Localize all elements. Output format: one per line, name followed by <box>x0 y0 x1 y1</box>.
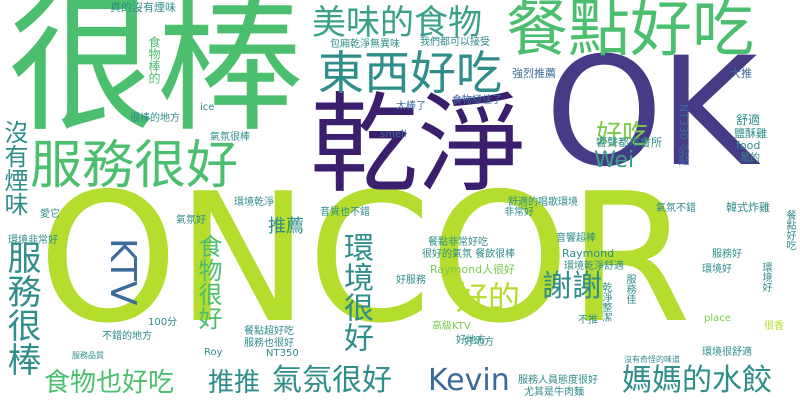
word-hen-bang: 很棒 <box>8 0 304 152</box>
word-fu-wu-hen-bang: 服務很棒 <box>1 240 41 376</box>
word-mei-you-yan-wei: 沒有煙味 <box>0 120 28 216</box>
word-small: 尤其是牛肉麵 <box>524 387 584 398</box>
word-kevin: Kevin <box>428 363 510 398</box>
word-small: 包廂乾淨無異味 <box>330 39 400 50</box>
word-small: 環境好 <box>702 264 732 275</box>
word-small: 是的 <box>740 153 760 164</box>
word-small: 氣氛好 <box>176 215 206 226</box>
word-small: 餐點非常好吃 <box>428 237 488 248</box>
word-small: 很好的氣氛 餐飲很棒 <box>422 249 516 260</box>
word-small: 服務人員態度很好 <box>518 375 598 386</box>
word-small: Raymond <box>562 247 615 260</box>
word-small: 強烈推薦 <box>512 67 556 80</box>
word-small: food <box>736 139 761 152</box>
word-small: 環境乾淨 <box>234 197 274 208</box>
word-small: Roy <box>204 347 223 358</box>
word-small: 響聲都市會所 <box>596 136 662 149</box>
word-small: NT350 <box>266 348 299 359</box>
word-small: Raymond人很好 <box>430 263 516 276</box>
word-small: 大推 <box>730 67 752 80</box>
word-small: 不錯的地方 <box>102 331 152 342</box>
word-small: 氣氛很棒 <box>210 132 250 143</box>
word-tui-tui: 推推 <box>208 368 261 398</box>
word-wei: Wei <box>594 148 635 173</box>
word-small: 好地方 <box>464 337 494 348</box>
word-small: 服務佳 <box>624 274 635 304</box>
word-small: 服務好 <box>712 249 742 260</box>
word-small: NT330 必點 <box>677 104 690 166</box>
word-shi-wu-hen-hao: 食物很好 <box>194 234 222 330</box>
word-fu-wu-hen-hao: 服務很好 <box>30 136 239 196</box>
word-small: 服務品質 <box>72 351 104 360</box>
word-shi-wu-ye-hao-chi: 食物也好吃 <box>44 368 175 398</box>
word-ma-ma-shui-jiao: 媽媽的水餃 <box>622 363 772 398</box>
word-small: ice <box>200 102 215 113</box>
word-small: 餐點好吃 <box>784 210 795 250</box>
word-small: 食物棒的 <box>147 36 161 84</box>
word-small: 不推 <box>578 315 598 326</box>
word-hao-chi: 好吃 <box>596 120 649 150</box>
word-dong-xi-hao-chi: 東西好吃 <box>318 46 502 100</box>
word-hao-de: 好的 <box>456 279 521 317</box>
word-huan-jing-hen-hao: 環境很好 <box>338 232 373 352</box>
word-small: 服務也很好 <box>244 338 294 349</box>
word-qi-fen-hen-hao: 氣氛很好 <box>272 363 392 398</box>
word-small: 食物極佳了 <box>452 95 502 106</box>
word-small: 舒適 <box>736 113 761 127</box>
word-small: 環境很舒適 <box>702 347 752 358</box>
word-oncor: ONCOR <box>38 155 691 362</box>
word-can-dian-hao-chi: 餐點好吃 <box>506 0 755 65</box>
word-small: 很棒的地方 <box>130 113 180 124</box>
word-small: 環境乾淨舒適 <box>564 261 624 272</box>
word-small: 環境非常好 <box>8 235 58 246</box>
word-small: 音質也不錯 <box>320 207 370 218</box>
word-small: 很香 <box>764 321 784 332</box>
word-small: 韓式炸雞 <box>726 201 770 214</box>
word-small: smell <box>380 129 407 140</box>
word-small: 環境好 <box>760 262 771 292</box>
word-small: 好地方 <box>456 335 486 346</box>
word-small: 非常好 <box>504 207 534 218</box>
word-small: 高級KTV <box>432 321 471 332</box>
word-tui-jian: 推薦 <box>268 216 304 237</box>
word-small: 我們都可以接受 <box>420 37 490 48</box>
word-small: 100分 <box>148 317 178 328</box>
word-ok: OK <box>545 26 757 200</box>
word-small: 太棒了 <box>396 101 426 112</box>
word-small: 餐點超好吃 <box>244 326 294 337</box>
word-small: 真的沒有煙味 <box>110 1 176 14</box>
word-ktv: KTV <box>102 238 143 306</box>
word-small: 乾淨整潔 <box>600 282 611 322</box>
word-xie-xie: 謝謝 <box>542 269 602 304</box>
word-small: 氣氛不錯 <box>656 203 696 214</box>
word-gan-jing: 乾淨 <box>310 83 527 208</box>
word-small: place <box>704 313 731 324</box>
word-small: 鹽酥雞 <box>734 127 767 140</box>
word-small: 舒適的唱歌環境 <box>508 197 578 208</box>
word-mei-wei: 美味的食物 <box>312 3 482 43</box>
word-small: 愛它 <box>40 209 60 220</box>
word-small: 沒有奇怪的味道 <box>624 355 680 364</box>
word-small: 好服務 <box>396 275 426 286</box>
word-small: 音響超棒 <box>556 233 596 244</box>
